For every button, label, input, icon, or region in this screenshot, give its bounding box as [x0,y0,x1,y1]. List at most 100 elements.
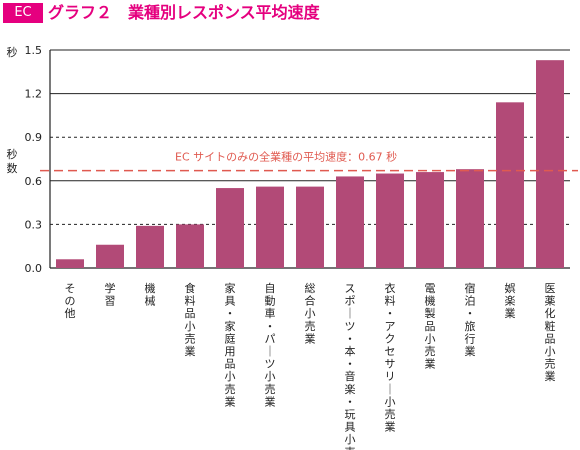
x-tick-label: 小 [185,320,196,333]
chart-title: グラフ２ 業種別レスポンス平均速度 [48,3,320,22]
x-tick-label: 品 [545,332,556,345]
x-tick-label: 品 [425,320,436,333]
x-tick-label: 売 [345,446,356,450]
x-tick-label: 売 [265,383,276,396]
bar [216,188,244,268]
x-tick-label: 楽 [345,383,356,396]
x-tick-label: 料 [385,294,396,308]
x-tick-label: 娯 [505,281,516,295]
x-tick-label: 小 [305,307,316,320]
y-tick-label: 0.6 [25,175,43,188]
x-tick-label: ポ [345,295,356,308]
x-tick-label: 売 [305,320,316,333]
y-tick-label: 0.3 [25,218,43,231]
x-tick-label: 業 [305,332,316,345]
x-tick-label: 売 [385,408,396,421]
bar [336,176,364,268]
x-tick-label: 医 [545,282,556,295]
x-tick-label: ・ [265,320,276,333]
x-tick-label: 売 [545,358,556,371]
bar [296,186,324,268]
bar [256,186,284,268]
x-tick-label: 他 [65,307,76,320]
x-tick-label: 旅 [465,319,476,333]
x-tick-label: 化 [545,306,556,320]
x-tick-label: 業 [225,395,236,408]
x-tick-label: 宿 [465,281,476,295]
x-tick-label: ・ [465,307,476,320]
x-tick-label: 売 [225,383,236,396]
x-tick-label: ツ [265,358,276,371]
x-tick-label: ・ [225,307,236,320]
x-tick-label: 小 [385,395,396,408]
bar [56,259,84,268]
x-tick-label: ｜ [345,307,356,320]
x-tick-label: 粧 [545,320,556,333]
x-tick-label: 小 [265,370,276,383]
x-tick-label: 品 [185,307,196,320]
x-tick-label: 用 [225,345,236,358]
x-tick-label: ・ [385,307,396,320]
bar [456,169,484,268]
x-tick-label: 行 [465,332,476,345]
x-tick-label: 総 [305,281,316,295]
x-tick-label: 料 [185,294,196,308]
x-tick-label: ｜ [385,383,396,396]
x-tick-label: 合 [305,294,316,308]
x-tick-label: 具 [345,421,356,434]
x-tick-label: 小 [345,433,356,446]
x-tick-label: 売 [425,345,436,358]
x-tick-label: 楽 [505,295,516,308]
x-tick-label: 車 [265,306,276,320]
title-badge: EC [3,3,43,23]
x-tick-label: 玩 [345,408,356,421]
x-tick-label: 製 [425,306,436,320]
x-tick-label: 電 [425,282,436,295]
x-tick-label: 本 [345,344,356,358]
y-axis-label: 数 [7,162,18,175]
x-tick-label: 庭 [225,331,236,345]
x-tick-label: 自 [265,282,276,295]
x-tick-label: 小 [545,345,556,358]
x-tick-label: ・ [345,332,356,345]
x-tick-label: 泊 [465,295,476,308]
bar [536,60,564,268]
x-tick-label: ・ [345,395,356,408]
y-tick-label: 1.5 [25,44,43,57]
x-tick-label: 機 [145,281,156,295]
x-tick-label: の [65,295,76,308]
x-tick-label: 業 [505,307,516,320]
bar [176,224,204,268]
x-tick-label: 家 [225,281,236,295]
x-tick-label: 薬 [545,295,556,308]
x-tick-label: 業 [465,345,476,358]
x-tick-label: 家 [225,319,236,333]
x-tick-label: ア [385,320,396,333]
y-axis-label: 秒 [7,147,18,161]
x-tick-label: 習 [105,295,116,308]
x-tick-label: 衣 [385,281,396,295]
bar [96,244,124,268]
x-tick-label: セ [385,345,396,358]
x-tick-label: 食 [185,281,196,295]
x-tick-label: ツ [345,320,356,333]
x-tick-label: 業 [425,358,436,371]
bar [136,225,164,268]
x-tick-label: ク [385,332,396,345]
y-tick-label: 0.0 [25,262,43,275]
x-tick-label: ｜ [265,345,276,358]
average-label: EC サイトのみの全業種の平均速度：0.67 秒 [175,150,397,164]
bar [496,102,524,268]
x-tick-label: 動 [265,294,276,308]
x-tick-label: 品 [225,358,236,371]
x-tick-label: 業 [265,395,276,408]
x-tick-label: 学 [105,281,116,295]
y-tick-label: 0.9 [25,131,43,144]
bar [376,173,404,268]
x-tick-label: そ [65,282,76,295]
x-tick-label: 機 [425,294,436,308]
x-tick-label: パ [265,332,276,345]
x-tick-label: 売 [185,332,196,345]
x-tick-label: 具 [225,295,236,308]
